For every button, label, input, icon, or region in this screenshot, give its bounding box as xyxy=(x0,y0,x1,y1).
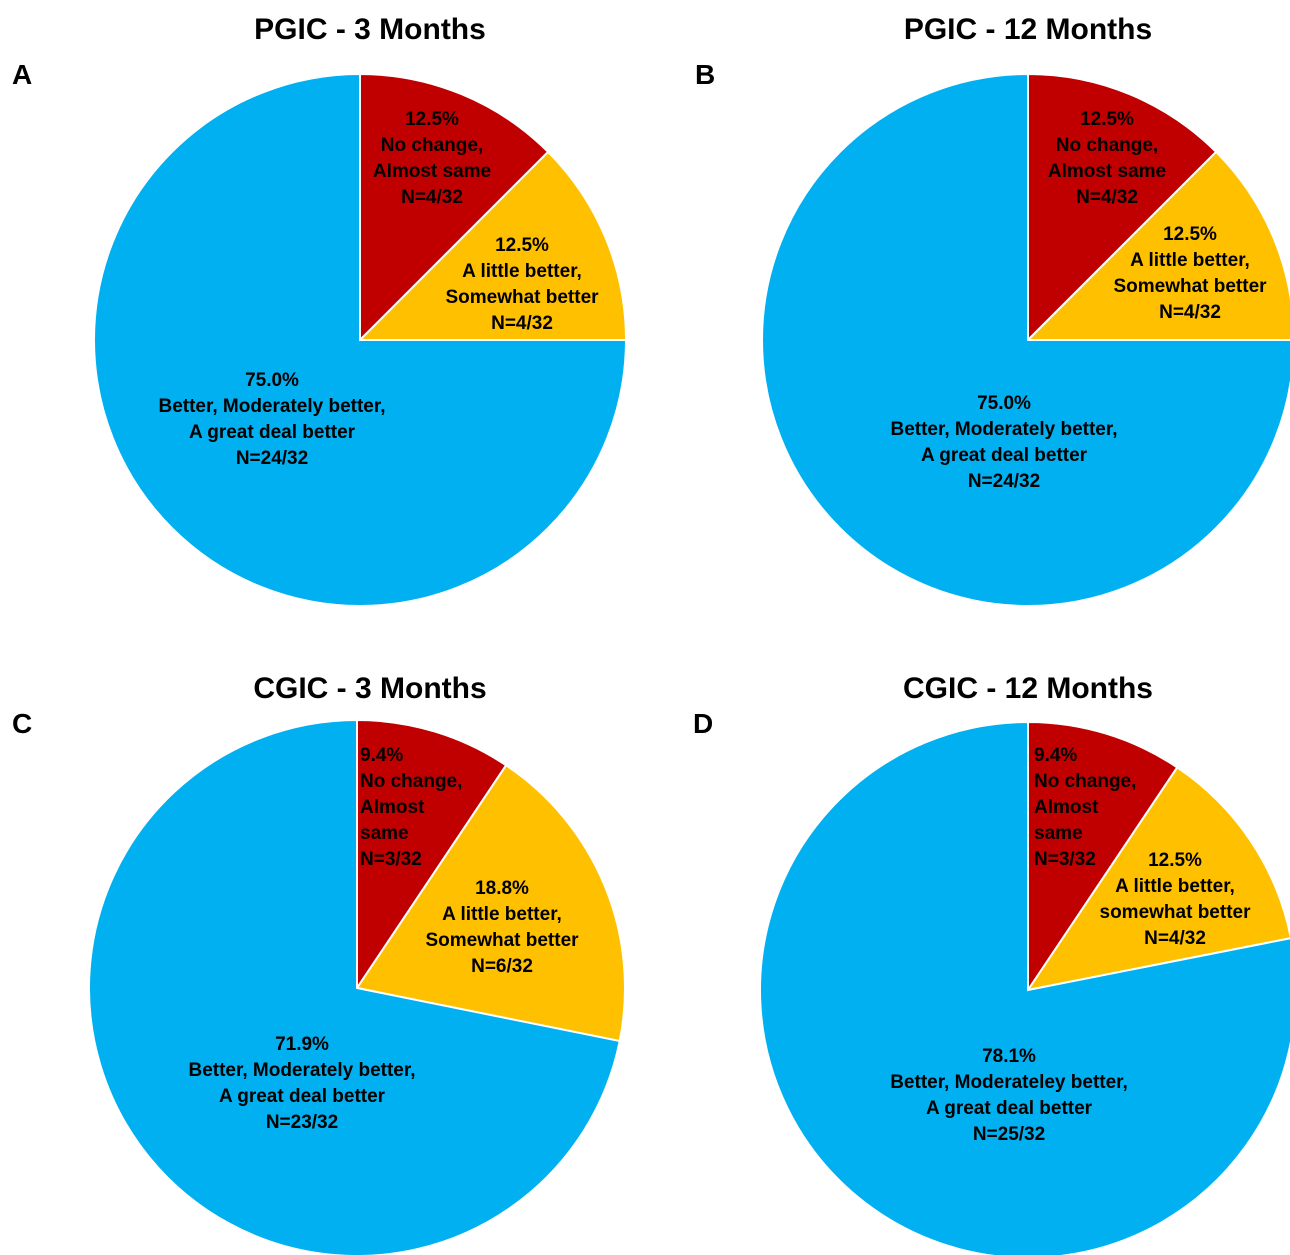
slice-label-line: same xyxy=(360,823,409,844)
chart-title-d: CGIC - 12 Months xyxy=(903,672,1153,705)
pie-slice-b-2 xyxy=(1025,150,1290,341)
slice-label-line: N=24/32 xyxy=(968,471,1040,492)
panel-c: C CGIC - 3 Months 9.4% No change, Almost sa… xyxy=(12,672,627,1255)
slice-label-line: N=6/32 xyxy=(471,956,533,977)
slice-label-line: N=4/32 xyxy=(1144,928,1206,949)
slice-label-line: No change, xyxy=(360,771,462,792)
slice-label-a-2: 12.5% A little better, Somewhat better N=4/… xyxy=(445,235,599,334)
panel-letter-a: A xyxy=(12,59,32,90)
panel-letter-d: D xyxy=(693,708,713,739)
slice-label-line: somewhat better xyxy=(1100,902,1252,923)
slice-label-line: 12.5% xyxy=(405,109,459,130)
slice-label-line: N=25/32 xyxy=(973,1124,1045,1145)
slice-label-line: Almost xyxy=(360,797,425,818)
slice-label-line: No change, xyxy=(381,135,483,156)
pie-slice-b-3 xyxy=(761,72,1290,607)
slice-label-line: A little better, xyxy=(462,261,582,282)
slice-label-line: 9.4% xyxy=(1034,745,1077,766)
slice-label-line: A little better, xyxy=(1130,250,1250,271)
slice-label-line: 78.1% xyxy=(982,1046,1036,1067)
pie-slice-a-1 xyxy=(359,72,550,343)
slice-label-line: Better, Moderately better, xyxy=(188,1060,415,1081)
slice-label-d-1: 9.4% No change, Almost same N=3/32 xyxy=(1034,745,1136,870)
pie-slice-a-3 xyxy=(93,72,628,607)
slice-label-line: N=3/32 xyxy=(1034,849,1096,870)
slice-label-line: Almost same xyxy=(1048,161,1166,182)
slice-label-line: Better, Moderateley better, xyxy=(890,1072,1128,1093)
slice-label-line: No change, xyxy=(1034,771,1136,792)
slice-label-line: Somewhat better xyxy=(445,287,599,308)
slice-label-d-3: 78.1% Better, Moderateley better, A great … xyxy=(890,1046,1128,1145)
slice-label-c-2: 18.8% A little better, Somewhat better N=6/… xyxy=(425,878,579,977)
slice-label-line: A great deal better xyxy=(189,422,356,443)
panel-b: B PGIC - 12 Months 12.5% No change, Almost… xyxy=(695,13,1290,607)
slice-label-line: N=3/32 xyxy=(360,849,422,870)
slice-label-line: 12.5% xyxy=(1148,850,1202,871)
slice-label-line: Better, Moderately better, xyxy=(890,419,1117,440)
slice-label-line: Better, Moderately better, xyxy=(158,396,385,417)
slice-label-b-2: 12.5% A little better, Somewhat better N=4/… xyxy=(1113,224,1267,323)
pie-slice-c-3 xyxy=(88,718,621,1255)
slice-label-line: A great deal better xyxy=(921,445,1088,466)
slice-label-line: Somewhat better xyxy=(1113,276,1267,297)
slice-label-b-1: 12.5% No change, Almost same N=4/32 xyxy=(1048,109,1166,208)
pie-slice-d-1 xyxy=(1027,720,1179,994)
slice-label-line: N=24/32 xyxy=(236,448,308,469)
slice-label-line: A great deal better xyxy=(926,1098,1093,1119)
slice-label-line: N=4/32 xyxy=(1159,302,1221,323)
slice-label-line: 18.8% xyxy=(475,878,529,899)
pie-slice-c-1 xyxy=(356,718,508,992)
slice-label-line: N=4/32 xyxy=(491,313,553,334)
pie-c: 9.4% No change, Almost same N=3/32 18.8% A lit… xyxy=(88,718,627,1255)
panel-letter-b: B xyxy=(695,59,715,90)
slice-label-d-2: 12.5% A little better, somewhat better N=4/… xyxy=(1100,850,1252,949)
panel-d: D CGIC - 12 Months 9.4% No change, Almost s… xyxy=(693,672,1290,1255)
panel-a: A PGIC - 3 Months 12.5% No change, Almost … xyxy=(12,13,628,607)
slice-label-line: 12.5% xyxy=(1080,109,1134,130)
slice-label-line: N=4/32 xyxy=(1076,187,1138,208)
slice-label-c-3: 71.9% Better, Moderately better, A great d… xyxy=(188,1034,415,1133)
slice-label-a-1: 12.5% No change, Almost same N=4/32 xyxy=(373,109,491,208)
slice-label-line: No change, xyxy=(1056,135,1158,156)
slice-label-line: A little better, xyxy=(442,904,562,925)
slice-label-line: 71.9% xyxy=(275,1034,329,1055)
slice-label-line: A little better, xyxy=(1115,876,1235,897)
panel-letter-c: C xyxy=(12,708,32,739)
chart-title-c: CGIC - 3 Months xyxy=(253,672,486,705)
slice-label-line: 9.4% xyxy=(360,745,403,766)
slice-label-line: 12.5% xyxy=(1163,224,1217,245)
slice-label-a-3: 75.0% Better, Moderately better, A great d… xyxy=(158,370,385,469)
slice-label-line: 12.5% xyxy=(495,235,549,256)
slice-label-line: same xyxy=(1034,823,1083,844)
pie-slice-b-1 xyxy=(1027,72,1218,343)
slice-label-line: Somewhat better xyxy=(425,930,579,951)
pie-slice-d-2 xyxy=(1025,766,1290,992)
pie-a: 12.5% No change, Almost same N=4/32 12.5% A l… xyxy=(93,72,628,607)
slice-label-line: 75.0% xyxy=(977,393,1031,414)
slice-label-line: A great deal better xyxy=(219,1086,386,1107)
slice-label-line: Almost same xyxy=(373,161,491,182)
slice-label-line: 75.0% xyxy=(245,370,299,391)
pie-d: 9.4% No change, Almost same N=3/32 12.5% A lit… xyxy=(758,720,1290,1255)
pie-slice-c-2 xyxy=(355,763,627,1043)
slice-label-line: N=4/32 xyxy=(401,187,463,208)
slice-label-line: Almost xyxy=(1034,797,1099,818)
pie-slice-d-3 xyxy=(758,720,1290,1255)
slice-label-b-3: 75.0% Better, Moderately better, A great d… xyxy=(890,393,1117,492)
slice-label-line: N=23/32 xyxy=(266,1112,338,1133)
pie-b: 12.5% No change, Almost same N=4/32 12.5% A l… xyxy=(761,72,1290,607)
chart-title-a: PGIC - 3 Months xyxy=(254,13,486,46)
pie-slice-a-2 xyxy=(357,150,628,341)
chart-title-b: PGIC - 12 Months xyxy=(904,13,1152,46)
slice-label-c-1: 9.4% No change, Almost same N=3/32 xyxy=(360,745,462,870)
